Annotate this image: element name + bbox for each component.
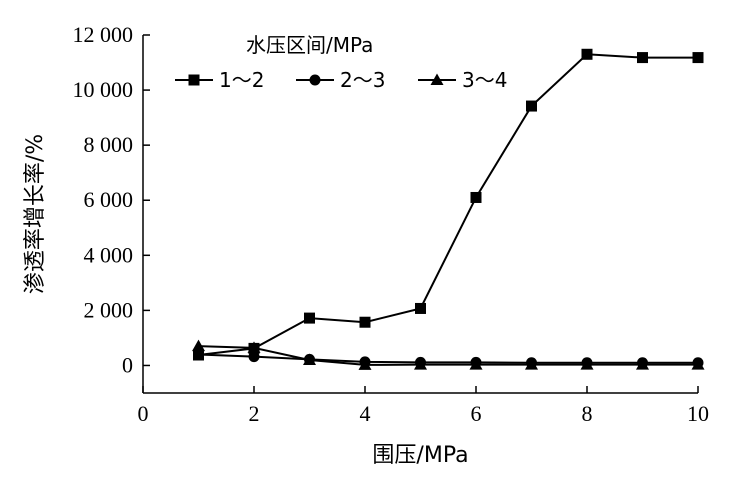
legend-label: 3～4: [462, 68, 507, 92]
legend-label: 1～2: [219, 68, 264, 92]
y-tick-label: 2 000: [84, 297, 134, 322]
data-point: [304, 312, 315, 324]
x-tick-label: 4: [360, 401, 371, 426]
x-tick-label: 10: [687, 401, 709, 426]
data-point: [636, 358, 649, 370]
data-point: [193, 348, 204, 360]
y-tick-label: 10 000: [73, 77, 134, 102]
x-tick-label: 8: [582, 401, 593, 426]
data-point: [359, 316, 371, 328]
legend-marker: [430, 73, 444, 85]
series-line: [198, 345, 698, 366]
x-tick-label: 0: [138, 401, 149, 426]
data-point: [692, 52, 704, 64]
series-layer: [192, 48, 705, 370]
x-axis-title: 围压/MPa: [372, 443, 468, 468]
legend-marker: [309, 74, 321, 86]
data-point: [192, 339, 205, 352]
series-1: [193, 48, 704, 361]
data-point: [248, 351, 260, 363]
legend: 水压区间/MPa 1～2 2～3 3～4: [175, 33, 507, 92]
legend-title: 水压区间/MPa: [246, 33, 373, 57]
y-tick-label: 4 000: [84, 242, 134, 267]
data-point: [526, 100, 537, 112]
data-point: [691, 358, 705, 370]
data-point: [581, 48, 593, 60]
data-point: [580, 358, 594, 370]
legend-label: 2～3: [340, 68, 385, 92]
legend-entry: 1～2: [175, 68, 264, 92]
data-point: [415, 302, 426, 314]
y-tick-label: 6 000: [84, 187, 134, 212]
data-point: [469, 358, 483, 370]
data-point: [637, 52, 648, 64]
series-line: [198, 353, 698, 364]
data-point: [525, 358, 538, 370]
data-point: [303, 353, 316, 365]
x-tick-label: 6: [471, 401, 482, 426]
data-point: [247, 341, 261, 353]
y-tick-label: 8 000: [84, 132, 134, 157]
axes: 0 2 000 4 000 6 000 8 000 10 000 12 000 0 2 4 6 8 10: [73, 22, 710, 426]
legend-marker: [188, 74, 200, 86]
legend-entry: 3～4: [418, 68, 507, 92]
legend-entry: 2～3: [296, 68, 385, 92]
data-point: [414, 358, 427, 370]
data-point: [358, 358, 372, 370]
x-tick-label: 2: [249, 401, 260, 426]
series-3: [192, 339, 705, 370]
y-tick-label: 12 000: [73, 22, 134, 47]
y-axis-title: 渗透率增长率/%: [23, 134, 48, 294]
y-tick-label: 0: [122, 352, 133, 377]
data-point: [470, 191, 482, 203]
series-line: [198, 53, 698, 356]
